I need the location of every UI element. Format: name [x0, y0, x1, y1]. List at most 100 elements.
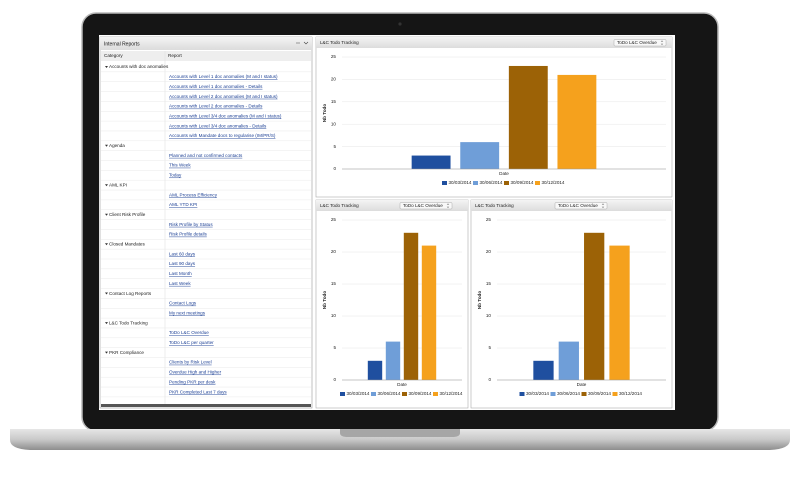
report-link[interactable]: Risk Profile details	[169, 232, 207, 237]
report-link[interactable]: Accounts with Level 3/4 doc anomalies (M…	[169, 113, 282, 118]
y-tick-label: 5	[333, 144, 336, 149]
chart-frame	[315, 36, 673, 198]
category-label[interactable]: AML KPI	[109, 182, 127, 187]
legend-swatch	[371, 392, 376, 396]
x-axis-label: Date	[397, 382, 407, 387]
reports-panel: Internal Reports Category Report Account…	[99, 36, 313, 409]
category-label[interactable]: PKR Compliance	[109, 350, 144, 355]
dropdown-label[interactable]: ToDo L&C Overdue	[617, 40, 657, 45]
chart-title: L&C Todo Tracking	[475, 203, 514, 208]
report-link[interactable]: Risk Profile by Status	[169, 222, 213, 227]
category-label[interactable]: Agenda	[109, 143, 125, 148]
category-label[interactable]: Accounts with doc anomalies	[109, 64, 169, 69]
dropdown-label[interactable]: ToDo L&C Overdue	[403, 203, 443, 208]
chart-panel: L&C Todo Tracking ToDo L&C Overdue 0 5 10 15 2…	[315, 199, 469, 409]
bar	[421, 245, 437, 380]
category-label[interactable]: L&C Todo Tracking	[109, 320, 148, 325]
y-tick-label: 15	[331, 99, 337, 104]
bar	[403, 232, 419, 380]
expand-icon[interactable]	[105, 351, 108, 354]
y-axis-label: Nb Todo	[322, 291, 327, 309]
y-tick-label: 10	[331, 121, 337, 126]
bar	[385, 341, 401, 380]
dropdown-label[interactable]: ToDo L&C Overdue	[558, 203, 598, 208]
y-tick-label: 25	[486, 217, 492, 222]
dropdown-arrow	[660, 40, 664, 46]
expand-icon[interactable]	[105, 322, 108, 325]
base-notch	[340, 429, 460, 437]
bar	[460, 142, 500, 169]
report-link[interactable]: Planned and not confirmed contacts	[169, 153, 243, 158]
scrollbar[interactable]	[101, 404, 311, 407]
panel-title: Internal Reports	[104, 41, 140, 47]
x-axis-label: Date	[499, 171, 509, 176]
legend-swatch	[535, 181, 540, 185]
chart-title: L&C Todo Tracking	[320, 203, 359, 208]
report-link[interactable]: This Week	[169, 163, 191, 168]
legend-label: 30/09/2014	[409, 391, 432, 396]
report-link[interactable]: Accounts with Level 2 doc anomalies - De…	[169, 104, 263, 109]
x-axis-label: Date	[577, 382, 587, 387]
y-tick-label: 20	[331, 77, 337, 82]
chart-header	[316, 37, 672, 48]
expand-icon[interactable]	[105, 243, 108, 246]
report-link[interactable]: Clients by Risk Level	[169, 360, 212, 365]
report-link[interactable]: Accounts with Level 2 doc anomalies (M a…	[169, 94, 278, 99]
y-tick-label: 5	[488, 345, 491, 350]
y-tick-label: 0	[333, 166, 336, 171]
report-link[interactable]: Last 90 days	[169, 261, 196, 266]
bar	[609, 245, 630, 380]
report-link[interactable]: Today	[169, 173, 182, 178]
report-link[interactable]: Overdue High and Higher	[169, 370, 222, 375]
report-link[interactable]: ToDo L&C per quarter	[169, 340, 214, 345]
report-link[interactable]: Accounts with Mandate docs to regularise…	[169, 133, 276, 138]
report-link[interactable]: My next meetings	[169, 310, 206, 315]
dropdown[interactable]	[554, 202, 608, 210]
column-label: Report	[168, 53, 183, 58]
bar	[557, 74, 597, 169]
report-link[interactable]: ToDo L&C Overdue	[169, 330, 209, 335]
category-label[interactable]: Client Risk Profile	[109, 212, 146, 217]
legend-label: 30/06/2014	[378, 391, 401, 396]
dropdown[interactable]	[613, 39, 667, 47]
report-link[interactable]: Last Week	[169, 281, 191, 286]
report-link[interactable]: Contact Logs	[169, 301, 197, 306]
report-link[interactable]: Accounts with Level 1 doc anomalies (M a…	[169, 74, 278, 79]
legend-swatch	[550, 392, 556, 396]
dropdown-arrow	[601, 203, 605, 209]
report-link[interactable]: Last 60 days	[169, 251, 196, 256]
bar	[584, 232, 605, 380]
report-link[interactable]: AML YTD KPI	[169, 202, 197, 207]
legend-swatch	[504, 181, 509, 185]
panel-controls[interactable]	[296, 41, 309, 45]
expand-icon[interactable]	[105, 213, 108, 216]
y-tick-label: 20	[486, 249, 492, 254]
laptop-base	[10, 429, 790, 450]
y-tick-label: 5	[333, 345, 336, 350]
legend-swatch	[581, 392, 587, 396]
expand-icon[interactable]	[105, 184, 108, 187]
chart-panel: L&C Todo Tracking ToDo L&C Overdue 0 5 10 15 2…	[315, 36, 673, 198]
y-tick-label: 0	[488, 377, 491, 382]
chart-panel: L&C Todo Tracking ToDo L&C Overdue 0 5 10 15 2…	[470, 199, 673, 409]
category-label[interactable]: Closed Mandates	[109, 242, 145, 247]
legend-label: 30/03/2014	[449, 180, 472, 185]
report-link[interactable]: AML Process Efficiency	[169, 192, 218, 197]
report-link[interactable]: Accounts with Level 1 doc anomalies - De…	[169, 84, 263, 89]
category-label[interactable]: Contact Log Reports	[109, 291, 152, 296]
report-link[interactable]: Accounts with Level 3/4 doc anomalies - …	[169, 123, 267, 128]
bar	[533, 360, 554, 380]
expand-icon[interactable]	[105, 292, 108, 295]
legend-label: 30/09/2014	[511, 180, 534, 185]
legend-label: 30/09/2014	[588, 391, 611, 396]
y-tick-label: 10	[331, 313, 337, 318]
expand-icon[interactable]	[105, 66, 108, 68]
report-link[interactable]: PKR Completed Last 7 days	[169, 389, 227, 394]
expand-icon[interactable]	[105, 144, 108, 147]
y-axis-label: Nb Todo	[322, 104, 327, 122]
legend-label: 30/06/2014	[480, 180, 503, 185]
dropdown[interactable]	[399, 202, 453, 210]
report-link[interactable]: Pending PKR per desk	[169, 379, 216, 384]
report-link[interactable]: Last Month	[169, 271, 192, 276]
